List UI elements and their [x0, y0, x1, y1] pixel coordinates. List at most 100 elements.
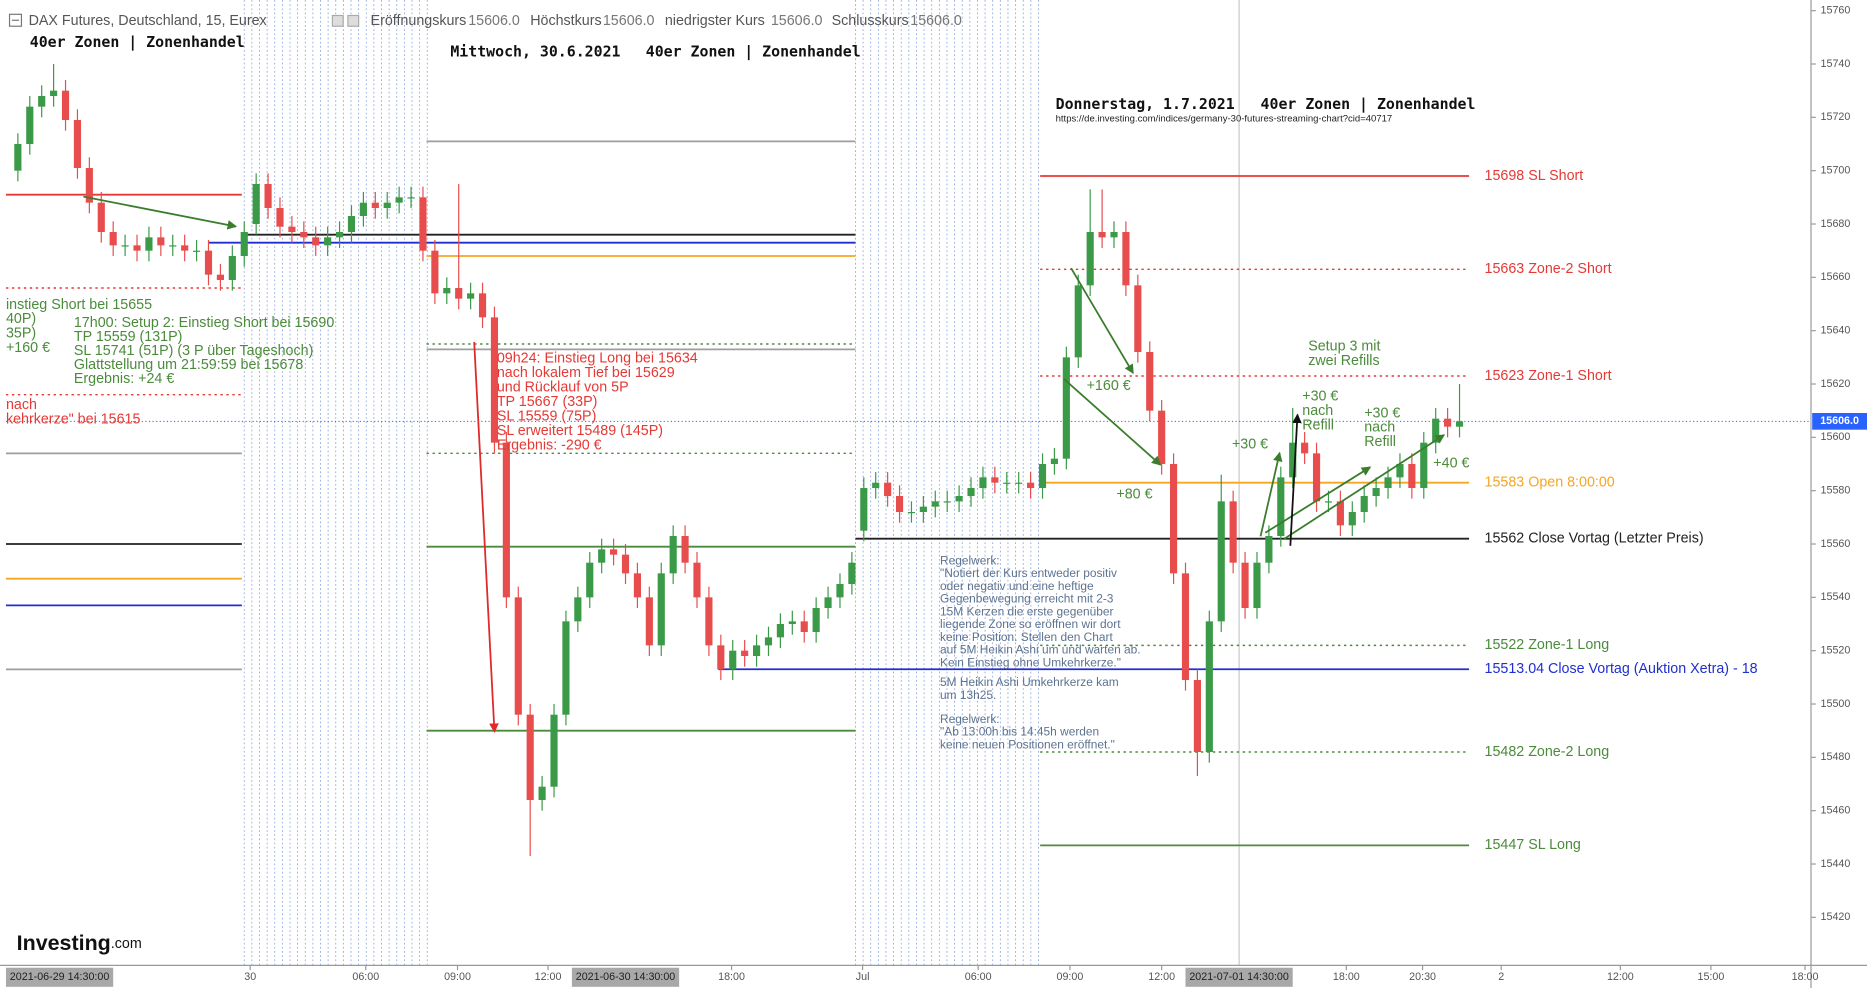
candle-body	[526, 714, 534, 801]
y-tick-label: 15660	[1821, 271, 1851, 283]
y-tick-label: 15680	[1821, 218, 1851, 230]
candle-body	[1455, 421, 1464, 427]
x-tick-label: 06:00	[965, 971, 992, 983]
annotation: SL erweitert 15489 (145P)	[497, 423, 663, 439]
arrow	[1264, 466, 1372, 534]
arrow	[1259, 451, 1283, 537]
candle-body	[764, 637, 773, 646]
level-label: 15513.04 Close Vortag (Auktion Xetra) - …	[1485, 661, 1758, 677]
y-tick-label: 15740	[1821, 58, 1851, 70]
candle-body	[335, 232, 344, 238]
candle-body	[1110, 232, 1118, 238]
annotation: Glattstellung um 21:59:59 bei 15678	[74, 357, 303, 373]
annotation: +30 €	[1232, 436, 1268, 452]
candle-body	[1289, 442, 1297, 478]
arrow	[1283, 434, 1446, 540]
candle-body	[800, 621, 808, 633]
candle-body	[562, 621, 570, 715]
annotation: +30 €	[1302, 389, 1338, 405]
candle-body	[300, 232, 308, 238]
candle-body	[1277, 477, 1285, 537]
candle-body	[431, 250, 439, 294]
x-tick-label: 12:00	[535, 971, 562, 983]
candle-body	[514, 597, 522, 715]
candle-body	[1432, 418, 1440, 443]
candle-body	[443, 288, 451, 294]
annotation: und Rücklauf von 5P	[497, 380, 629, 396]
candle-body	[38, 96, 46, 107]
level-label: 15663 Zone-2 Short	[1485, 261, 1612, 277]
candle-body	[538, 786, 546, 801]
candle-body	[371, 202, 379, 209]
candle-body	[1229, 501, 1237, 563]
annotation: "Ab 13:00h bis 14:45h werden	[940, 725, 1099, 739]
annotation: 17h00: Setup 2: Einstieg Short bei 15690	[74, 315, 334, 331]
y-tick-label: 15520	[1821, 645, 1851, 657]
y-tick-label: 15480	[1821, 751, 1851, 763]
annotation: +80 €	[1116, 486, 1152, 502]
candle-body	[574, 597, 582, 622]
annotation: nach	[6, 397, 37, 413]
x-tick-label: 15:00	[1698, 971, 1725, 983]
candle-body	[669, 536, 677, 574]
candle-body	[276, 208, 284, 227]
annotation: Setup 3 mit	[1308, 339, 1380, 355]
arrow	[1063, 378, 1162, 466]
candle-body	[1027, 482, 1035, 489]
candle-body	[919, 506, 927, 513]
candle-body	[169, 245, 177, 247]
x-tick-label: 30	[244, 971, 256, 983]
annotation: Ergebnis: -290 €	[497, 438, 602, 454]
candle-body	[228, 256, 236, 281]
annotation: Refill	[1364, 434, 1396, 450]
collapse-icon[interactable]	[8, 13, 23, 27]
arrows	[83, 195, 1446, 733]
settings-icon[interactable]	[331, 14, 344, 27]
candle-body	[1265, 536, 1273, 563]
candle-body	[1146, 352, 1154, 411]
candle-body	[1312, 453, 1321, 502]
annotation: "Notiert der Kurs entweder positiv	[940, 566, 1117, 580]
chart-title: 40er Zonen | Zonenhandel	[1261, 95, 1476, 113]
level-label: 15522 Zone-1 Long	[1485, 637, 1610, 653]
annotation: TP 15667 (33P)	[497, 394, 598, 410]
candle-body	[395, 197, 403, 203]
field-value: 15606.0	[771, 13, 823, 29]
candle-body	[610, 549, 618, 555]
candle-body	[1217, 501, 1225, 622]
candle-body	[50, 90, 58, 97]
candle-body	[1193, 680, 1201, 753]
candle-body	[121, 245, 129, 247]
chart-title: 40er Zonen | Zonenhandel	[646, 42, 861, 60]
level-label: 15482 Zone-2 Long	[1485, 744, 1610, 760]
candle-body	[621, 554, 630, 574]
x-tick-label: 2	[1498, 971, 1504, 983]
candle-body	[1444, 418, 1452, 427]
candle-body	[824, 597, 832, 609]
field-value: 15606.0	[468, 13, 520, 29]
arrow	[1289, 413, 1302, 546]
level-label: 15623 Zone-1 Short	[1485, 368, 1612, 384]
annotation: 15M Kerzen die erste gegenüber	[940, 604, 1113, 618]
y-tick-label: 15620	[1821, 378, 1851, 390]
x-tick-label: 12:00	[1607, 971, 1634, 983]
candle-body	[264, 184, 272, 209]
candle-body	[97, 202, 105, 233]
y-tick-label: 15720	[1821, 111, 1851, 123]
date-marker-label: 2021-07-01 14:30:00	[1189, 971, 1289, 983]
date-marker-label: 2021-06-29 14:30:00	[10, 971, 110, 983]
settings-icon[interactable]	[347, 14, 360, 27]
candle-body	[776, 624, 784, 638]
source-url: https://de.investing.com/indices/germany…	[1056, 114, 1393, 125]
chart-title: Donnerstag, 1.7.2021	[1056, 95, 1235, 113]
candle-body	[61, 90, 70, 121]
candle-body	[1253, 562, 1261, 609]
candle-body	[347, 216, 356, 233]
candle-body	[967, 488, 975, 497]
candle-body	[1015, 482, 1023, 484]
header: DAX Futures, Deutschland, 15, Eurex Eröf…	[8, 13, 962, 29]
candle-body	[741, 650, 749, 657]
arrow	[473, 341, 499, 733]
annotation: kehrkerze" bei 15615	[6, 411, 141, 427]
y-tick-label: 15500	[1821, 698, 1851, 710]
